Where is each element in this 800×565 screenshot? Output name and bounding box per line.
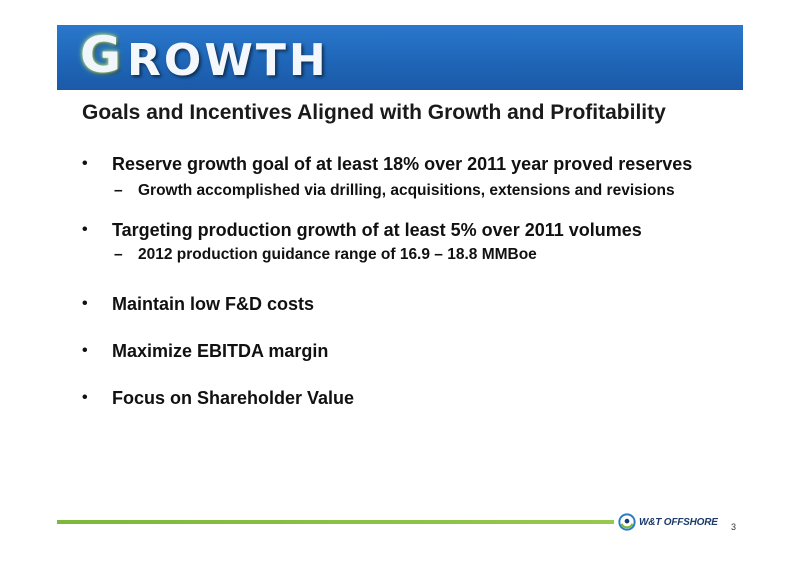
bullet-dot: • — [82, 295, 88, 312]
bullet-item: • Focus on Shareholder Value — [82, 386, 722, 410]
sub-bullet-text: 2012 production guidance range of 16.9 –… — [138, 246, 537, 263]
banner-title: G ROWTH — [80, 26, 329, 86]
sub-bullet-dash: – — [114, 246, 123, 263]
company-logo: W&T OFFSHORE — [618, 512, 718, 532]
bullet-dot: • — [82, 389, 88, 406]
bullet-dot: • — [82, 221, 88, 238]
bullet-text: Maintain low F&D costs — [112, 294, 315, 314]
bullet-item: • Reserve growth goal of at least 18% ov… — [82, 152, 722, 176]
bullet-dot: • — [82, 342, 88, 359]
bullet-dot: • — [82, 155, 88, 172]
banner-title-rest: ROWTH — [127, 34, 329, 86]
bullet-item: • Maintain low F&D costs — [82, 292, 722, 316]
sub-bullet-item: – Growth accomplished via drilling, acqu… — [82, 180, 722, 201]
bullet-list: • Reserve growth goal of at least 18% ov… — [82, 152, 722, 410]
title-banner — [57, 25, 743, 90]
bullet-text: Targeting production growth of at least … — [112, 220, 642, 240]
page-number: 3 — [731, 522, 737, 532]
bullet-text: Reserve growth goal of at least 18% over… — [112, 154, 693, 174]
sub-bullet-text: Growth accomplished via drilling, acquis… — [138, 182, 675, 199]
banner-title-first-letter: G — [80, 26, 125, 84]
bullet-text: Focus on Shareholder Value — [112, 388, 355, 408]
company-logo-text: W&T OFFSHORE — [639, 516, 718, 528]
slide-subtitle: Goals and Incentives Aligned with Growth… — [82, 101, 666, 124]
sub-bullet-item: – 2012 production guidance range of 16.9… — [82, 244, 722, 265]
wt-swirl-logo-icon — [618, 513, 636, 531]
bullet-item: • Maximize EBITDA margin — [82, 339, 722, 363]
bullet-text: Maximize EBITDA margin — [112, 341, 329, 361]
sub-bullet-dash: – — [114, 182, 123, 199]
bullet-item: • Targeting production growth of at leas… — [82, 218, 722, 242]
footer-divider — [57, 520, 614, 524]
